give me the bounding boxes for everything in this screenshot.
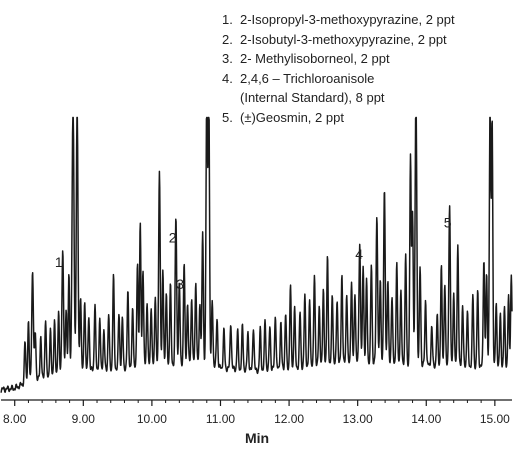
peak-label: 4 (355, 246, 363, 262)
peak-annotations: 1 2 3 4 5 (55, 215, 452, 292)
legend-item: 4. 2,4,6 – Trichloroanisole (Internal Stan… (222, 69, 455, 108)
peak-label: 1 (55, 254, 63, 270)
legend-item-label: (Internal Standard), 8 ppt (240, 90, 385, 105)
x-tick-label: 10.00 (137, 412, 167, 426)
legend-item-label: 2,4,6 – Trichloroanisole (240, 70, 375, 86)
legend-item-number: 4. (222, 70, 233, 86)
legend-item-label: (±)Geosmin, 2 ppt (240, 109, 344, 125)
legend-item: 2. 2-Isobutyl-3-methoxypyrazine, 2 ppt (222, 30, 455, 50)
x-axis-ticks: 8.00 9.00 10.00 11.00 12.00 13.00 14.00 15.00 (3, 400, 510, 426)
legend-item-label: 2-Isopropyl-3-methoxypyrazine, 2 ppt (240, 12, 455, 27)
legend-item: 5. (±)Geosmin, 2 ppt (222, 108, 455, 128)
x-tick-label: 13.00 (343, 412, 373, 426)
peak-label: 5 (444, 215, 452, 231)
legend: 1. 2-Isopropyl-3-methoxypyrazine, 2 ppt 2.… (222, 10, 455, 127)
peak-label: 2 (169, 230, 177, 246)
x-tick-label: 8.00 (3, 412, 27, 426)
legend-item-label: 2- Methylisoborneol, 2 ppt (240, 51, 390, 66)
x-tick-label: 9.00 (72, 412, 96, 426)
x-tick-label: 15.00 (480, 412, 510, 426)
x-tick-label: 11.00 (206, 412, 235, 426)
legend-item-number: 5. (222, 109, 233, 125)
x-axis-label: Min (245, 430, 269, 446)
legend-item: 3. 2- Methylisoborneol, 2 ppt (222, 49, 455, 69)
legend-item-number: 1. (222, 12, 233, 27)
peak-label: 3 (176, 276, 184, 292)
legend-item-number: 3. (222, 51, 233, 66)
legend-item: 1. 2-Isopropyl-3-methoxypyrazine, 2 ppt (222, 10, 455, 30)
legend-item-label: 2-Isobutyl-3-methoxypyrazine, 2 ppt (240, 31, 447, 47)
x-tick-label: 14.00 (411, 412, 441, 426)
chromatogram-trace (0, 116, 513, 394)
x-tick-label: 12.00 (274, 412, 304, 426)
legend-item-number: 2. (222, 31, 233, 47)
